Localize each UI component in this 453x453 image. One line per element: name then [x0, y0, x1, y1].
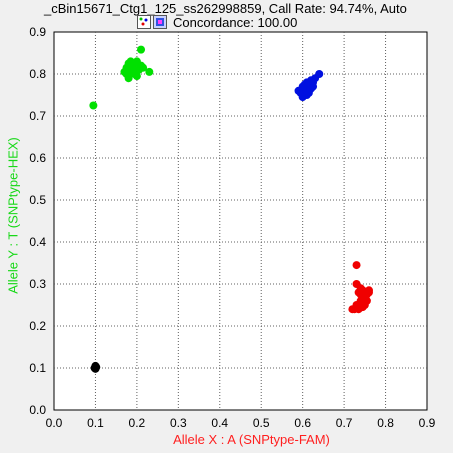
chart-subtitle: Concordance: 100.00 [173, 14, 298, 30]
data-point [306, 76, 315, 85]
data-point [137, 45, 146, 54]
data-points [89, 45, 373, 373]
x-axis-label: Allele X : A (SNPtype-FAM) [173, 432, 330, 447]
data-point [298, 82, 307, 91]
x-tick-label: 0.4 [211, 416, 228, 430]
data-point [132, 72, 141, 81]
x-tick-label: 0.0 [46, 416, 63, 430]
grid-icon[interactable] [153, 15, 167, 29]
x-tick-label: 0.5 [253, 416, 270, 430]
data-point [89, 101, 98, 110]
data-point [91, 364, 100, 373]
data-point [352, 301, 361, 309]
data-point [356, 290, 365, 299]
x-tick-labels: 0.0 0.1 0.2 0.3 0.4 0.5 0.6 0.7 0.8 0.9 [46, 416, 436, 430]
data-point [362, 296, 371, 305]
x-tick-label: 0.8 [377, 416, 394, 430]
y-tick-label: 0.1 [29, 361, 46, 375]
y-tick-labels: 0.0 0.1 0.2 0.3 0.4 0.5 0.6 0.7 0.8 0.9 [29, 25, 46, 417]
y-axis-label: Allele Y : T (SNPtype-HEX) [5, 137, 21, 294]
x-tick-label: 0.9 [419, 416, 436, 430]
plot-area [53, 31, 428, 411]
y-tick-label: 0.7 [29, 109, 46, 123]
data-point [122, 70, 131, 78]
x-tick-label: 0.2 [129, 416, 146, 430]
data-point [124, 59, 133, 68]
y-tick-label: 0.4 [29, 235, 46, 249]
data-point [304, 88, 313, 97]
data-point [309, 82, 318, 91]
y-tick-label: 0.0 [29, 403, 46, 417]
chart-title: _cBin15671_Ctg1_125_ss262998859, Call Ra… [44, 1, 407, 16]
y-tick-label: 0.2 [29, 319, 46, 333]
data-point [145, 67, 154, 76]
x-tick-label: 0.6 [294, 416, 311, 430]
y-tick-label: 0.6 [29, 151, 46, 165]
x-tick-label: 0.7 [336, 416, 353, 430]
y-tick-label: 0.9 [29, 25, 46, 39]
x-tick-label: 0.3 [170, 416, 187, 430]
data-point [139, 63, 148, 72]
y-tick-label: 0.3 [29, 277, 46, 291]
data-point [364, 286, 373, 295]
subtitle-row: Concordance: 100.00 [137, 14, 297, 30]
y-tick-label: 0.5 [29, 193, 46, 207]
x-tick-label: 0.1 [87, 416, 104, 430]
data-point [352, 261, 361, 270]
data-point [298, 93, 307, 102]
cluster-plot-icon[interactable] [137, 15, 151, 29]
y-tick-label: 0.8 [29, 67, 46, 81]
data-point [130, 59, 139, 68]
